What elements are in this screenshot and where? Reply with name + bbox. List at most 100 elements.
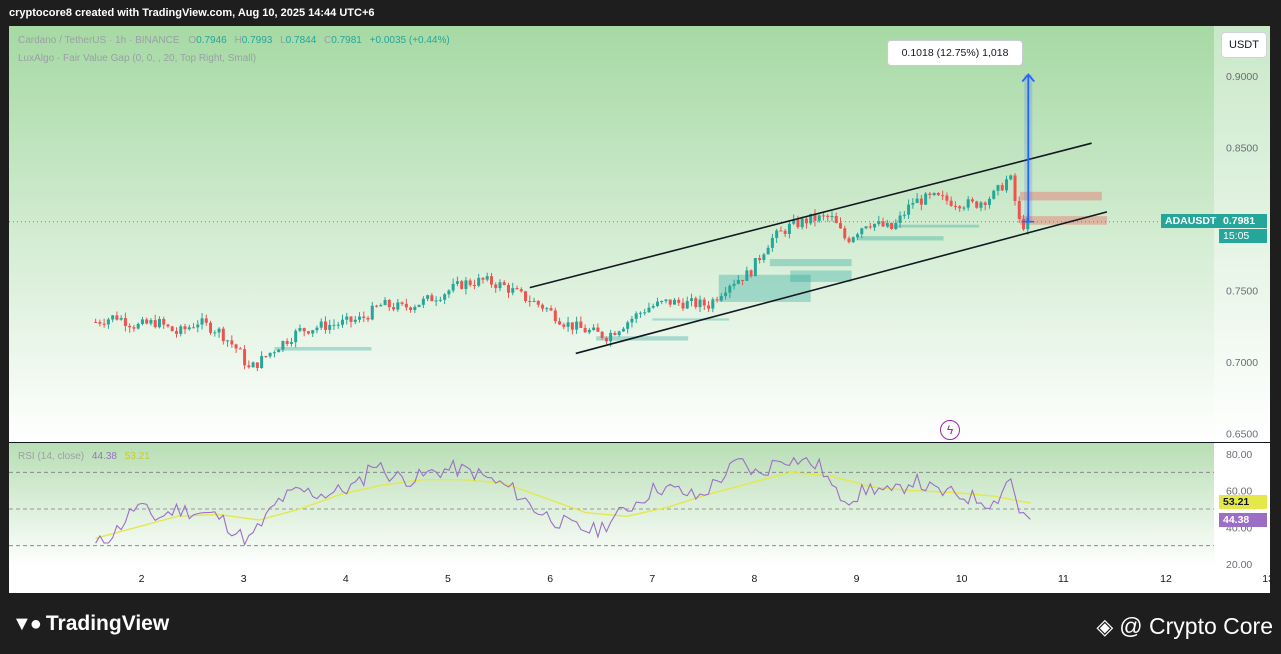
candle-down (562, 324, 566, 327)
candle-up (864, 226, 868, 229)
candle-down (366, 317, 370, 320)
rsi-legend-value: 44.38 (91, 451, 117, 462)
chart-canvas[interactable]: 0.9000 0.8500 0.7500 0.7000 0.6500 80.00 60.00… (9, 26, 1270, 593)
author-watermark: ◈ @ Crypto Core (1096, 613, 1273, 640)
candle-up (932, 192, 936, 195)
candle-up (289, 342, 293, 344)
candle-down (868, 226, 872, 228)
candle-down (600, 331, 604, 338)
candle-down (702, 299, 706, 306)
fvg-box-bullish (856, 236, 944, 241)
candle-down (843, 228, 847, 239)
legend-low: 0.7844 (285, 35, 317, 46)
price-pane-background (9, 26, 1214, 442)
candle-up (660, 300, 664, 302)
candle-up (672, 299, 676, 305)
candle-up (251, 362, 255, 368)
candle-up (136, 323, 140, 329)
fvg-box-bullish (274, 346, 372, 351)
candle-up (911, 203, 915, 205)
candle-up (592, 327, 596, 331)
candle-down (221, 328, 225, 342)
alert-icon[interactable]: ϟ (940, 420, 960, 440)
candle-down (758, 258, 762, 261)
candle-up (898, 215, 902, 223)
candle-up (345, 316, 349, 320)
candle-up (272, 352, 276, 354)
candle-up (924, 193, 928, 205)
candle-down (715, 299, 719, 301)
candle-down (847, 238, 851, 243)
candle-up (877, 221, 881, 224)
candle-up (902, 214, 906, 216)
candle-up (511, 288, 515, 293)
candle-down (302, 328, 306, 332)
candle-up (443, 294, 447, 300)
candle-down (983, 202, 987, 205)
tv-logo-icon: ▼● (12, 612, 42, 635)
candle-down (919, 198, 923, 205)
candle-down (162, 318, 166, 325)
candle-down (813, 213, 817, 221)
candle-down (323, 321, 327, 330)
candle-up (992, 190, 996, 199)
rsi-pane-background (9, 443, 1214, 566)
candle-down (796, 219, 800, 228)
candle-up (762, 254, 766, 261)
candle-down (949, 200, 953, 206)
candle-up (328, 324, 332, 330)
time-axis-label: 8 (752, 573, 758, 585)
candle-up (873, 223, 877, 228)
candle-up (477, 277, 481, 286)
candle-down (264, 356, 268, 358)
measure-label: 0.1018 (12.75%) 1,018 (887, 40, 1023, 66)
candle-down (783, 230, 787, 234)
candle-up (1026, 217, 1030, 230)
legend-o-label: O (188, 35, 197, 46)
fvg-box-bullish (596, 336, 689, 341)
candle-down (570, 322, 574, 330)
fvg-box-bearish (1020, 191, 1102, 201)
chart-panel[interactable]: 0.9000 0.8500 0.7500 0.7000 0.6500 80.00 60.00… (9, 26, 1270, 593)
price-tag-countdown: 15:05 (1219, 229, 1267, 243)
candle-up (485, 276, 489, 280)
candle-down (174, 331, 178, 334)
candle-up (277, 349, 281, 353)
candle-up (575, 321, 579, 330)
candle-down (970, 199, 974, 202)
candle-down (536, 300, 540, 305)
candle-down (694, 298, 698, 308)
candle-up (732, 283, 736, 286)
candle-up (856, 234, 860, 238)
candle-down (204, 318, 208, 323)
fvg-box-bullish (769, 259, 852, 267)
candle-up (724, 292, 728, 297)
time-axis-label: 11 (1058, 573, 1069, 585)
header-credit: cryptocore8 created with TradingView.com… (9, 7, 375, 19)
candle-down (707, 305, 711, 309)
candle-up (200, 318, 204, 325)
candle-down (553, 310, 557, 322)
candle-up (698, 299, 702, 308)
candle-up (907, 204, 911, 215)
currency-button[interactable]: USDT (1221, 32, 1267, 58)
candle-down (1013, 175, 1017, 202)
rsi-axis-label: 80.00 (1226, 449, 1252, 461)
candle-down (558, 321, 562, 325)
candle-up (421, 298, 425, 305)
candle-up (860, 228, 864, 235)
candle-down (941, 195, 945, 197)
candle-up (770, 237, 774, 248)
candle-up (187, 327, 191, 330)
candle-up (638, 312, 642, 314)
candle-up (106, 319, 110, 325)
candle-down (826, 215, 830, 218)
candle-down (604, 337, 608, 342)
candle-up (787, 223, 791, 234)
candle-down (681, 302, 685, 309)
candle-up (655, 301, 659, 307)
candle-up (383, 300, 387, 306)
time-axis-label: 4 (343, 573, 349, 585)
candle-up (809, 213, 813, 224)
